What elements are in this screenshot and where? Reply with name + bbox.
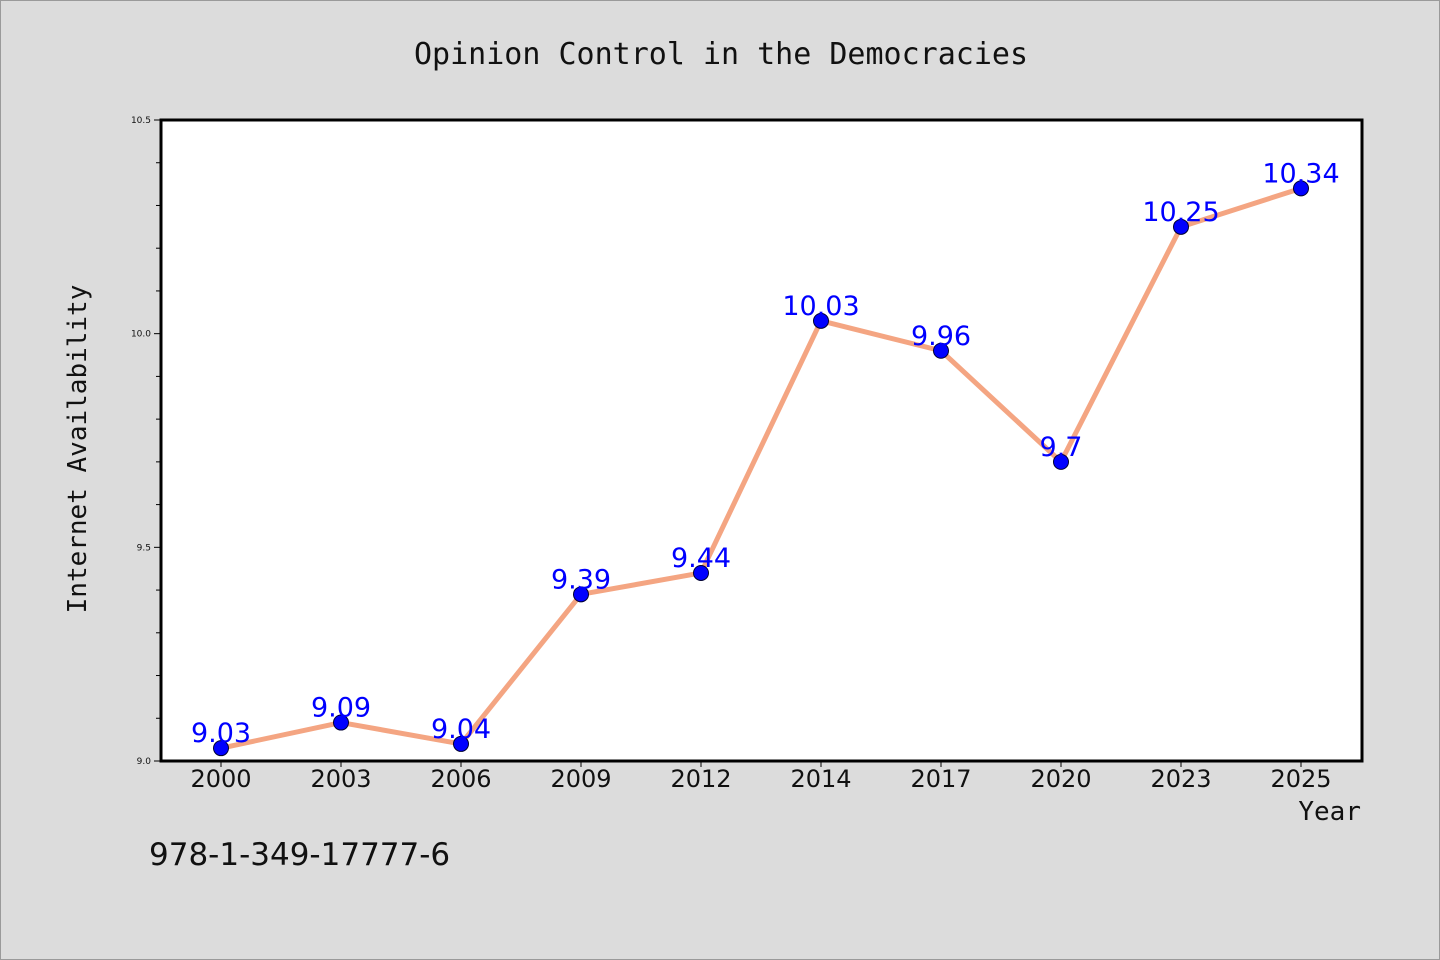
data-point — [813, 312, 829, 329]
data-point — [1173, 218, 1189, 235]
series-layer — [213, 180, 1309, 757]
data-point — [213, 740, 229, 757]
x-tick-label: 2009 — [550, 765, 611, 793]
data-point — [1053, 453, 1069, 470]
x-tick-label: 2003 — [310, 765, 371, 793]
data-point — [693, 564, 709, 581]
x-tick-label: 2000 — [190, 765, 251, 793]
data-point — [333, 714, 349, 731]
chart-title: Opinion Control in the Democracies — [414, 37, 1028, 72]
data-label: 10.03 — [782, 291, 859, 322]
data-labels: 9.03 9.09 9.04 9.39 9.44 10.03 9.96 9.7 10.25 10.… — [191, 158, 1340, 749]
data-point — [933, 342, 949, 359]
data-label: 9.7 — [1040, 432, 1083, 463]
x-axis: 2000 2003 2006 2009 2012 2014 2017 2020 2023 2025 — [190, 761, 1332, 793]
data-point — [1293, 180, 1309, 197]
x-tick-label: 2014 — [790, 765, 851, 793]
y-tick-label: 9.0 — [137, 757, 152, 767]
data-point — [573, 586, 589, 603]
data-label: 10.25 — [1142, 197, 1219, 228]
y-axis: 9.0 9.5 10.0 10.5 — [131, 116, 161, 767]
data-label: 9.09 — [311, 693, 371, 724]
y-axis-label: Internet Availability — [63, 285, 93, 614]
data-label: 9.44 — [671, 543, 731, 574]
y-tick-label: 10.0 — [131, 330, 151, 340]
series-line — [218, 185, 1304, 751]
y-tick-label: 10.5 — [131, 116, 151, 126]
x-tick-label: 2025 — [1270, 765, 1331, 793]
data-label: 10.34 — [1262, 158, 1339, 189]
x-tick-label: 2012 — [670, 765, 731, 793]
data-label: 9.39 — [551, 564, 611, 595]
data-point — [453, 735, 469, 752]
data-label: 9.03 — [191, 718, 251, 749]
x-tick-label: 2017 — [910, 765, 971, 793]
x-tick-label: 2020 — [1030, 765, 1091, 793]
isbn-text: 978-1-349-17777-6 — [149, 837, 450, 873]
x-tick-label: 2023 — [1150, 765, 1211, 793]
data-label: 9.96 — [911, 321, 971, 352]
x-tick-label: 2006 — [430, 765, 491, 793]
x-axis-label: Year — [1298, 797, 1361, 827]
data-label: 9.04 — [431, 714, 491, 745]
y-tick-label: 9.5 — [137, 543, 151, 553]
